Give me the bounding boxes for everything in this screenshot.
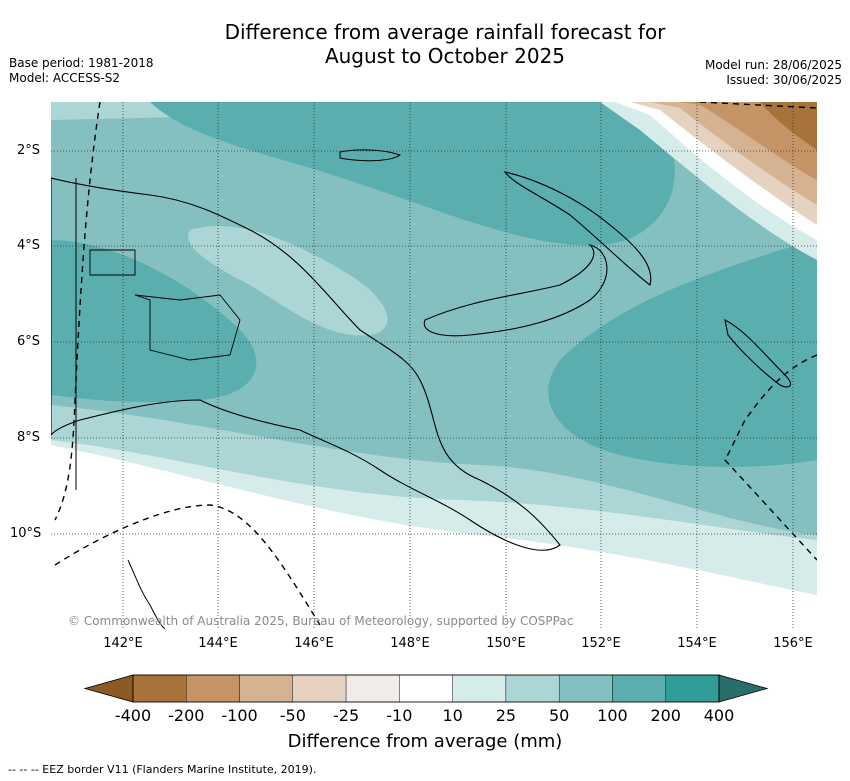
lon-label-154e: 154°E	[677, 636, 717, 651]
lon-label-150e: 150°E	[486, 636, 526, 651]
zone-100-200-east	[548, 240, 817, 467]
lat-label-10s: 10°S	[10, 526, 42, 541]
colorbar-title: Difference from average (mm)	[287, 731, 563, 752]
lat-label-2s: 2°S	[17, 143, 41, 158]
colorbar-tick-label: 400	[703, 706, 735, 725]
colorbar-segment	[239, 674, 294, 703]
colorbar-tick-label: 50	[548, 706, 570, 725]
model-run: Model run: 28/06/2025	[704, 58, 842, 72]
zone-100-200-north	[150, 102, 675, 246]
colorbar-segment	[132, 674, 187, 703]
lon-label-156e: 156°E	[773, 636, 813, 651]
lon-label-152e: 152°E	[581, 636, 621, 651]
new-britain-coast	[423, 243, 608, 337]
colorbar-segment	[452, 674, 507, 703]
colorbar-tick-label: 25	[495, 706, 517, 725]
colorbar-segment	[292, 674, 347, 703]
colorbar-tick-label: 100	[597, 706, 628, 725]
copyright-credit: © Commonwealth of Australia 2025, Bureau…	[68, 614, 574, 628]
colorbar-tick-label: -400	[114, 706, 152, 725]
colorbar-extend-low	[83, 674, 134, 703]
model-name: Model: ACCESS-S2	[9, 71, 121, 85]
colorbar-segment	[665, 674, 720, 703]
zone-100-200-west	[51, 240, 257, 403]
colorbar-tick-label: -25	[333, 706, 360, 725]
lon-label-144e: 144°E	[198, 636, 238, 651]
colorbar-segment	[558, 674, 613, 703]
colorbar-tick-label: -100	[221, 706, 258, 725]
map-title: Difference from average rainfall forecas…	[170, 20, 720, 68]
colorbar-tick-label: -200	[168, 706, 205, 725]
colorbar-segment	[505, 674, 560, 703]
lat-label-6s: 6°S	[17, 334, 41, 349]
base-period: Base period: 1981-2018	[9, 56, 154, 70]
title-line-2: August to October 2025	[324, 44, 566, 68]
lon-label-148e: 148°E	[390, 636, 430, 651]
colorbar-tick-label: 10	[442, 706, 463, 725]
graticule	[51, 102, 817, 629]
run-info: Model run: 28/06/2025 Issued: 30/06/2025	[705, 58, 842, 88]
colorbar-segment	[345, 674, 400, 703]
colorbar-extend-high	[718, 674, 769, 703]
zone-light-blob	[188, 226, 388, 336]
new-ireland-coast	[503, 171, 652, 286]
colorbar-tick-label: -10	[386, 706, 413, 725]
lon-label-146e: 146°E	[294, 636, 334, 651]
issued-date: Issued: 30/06/2025	[726, 73, 842, 87]
colorbar-tick-label: -50	[279, 706, 306, 725]
eez-footnote: -- -- -- EEZ border V11 (Flanders Marine…	[8, 763, 317, 776]
lon-label-142e: 142°E	[103, 636, 143, 651]
colorbar-tick-label: 200	[650, 706, 681, 725]
colorbar-segment	[399, 674, 453, 703]
model-info: Base period: 1981-2018 Model: ACCESS-S2	[9, 56, 154, 86]
lat-label-8s: 8°S	[17, 430, 41, 445]
title-line-1: Difference from average rainfall forecas…	[224, 20, 666, 44]
new-guinea-coast	[51, 177, 561, 551]
colorbar-segment	[186, 674, 240, 703]
colorbar-segment	[612, 674, 666, 703]
lat-label-4s: 4°S	[17, 238, 41, 253]
